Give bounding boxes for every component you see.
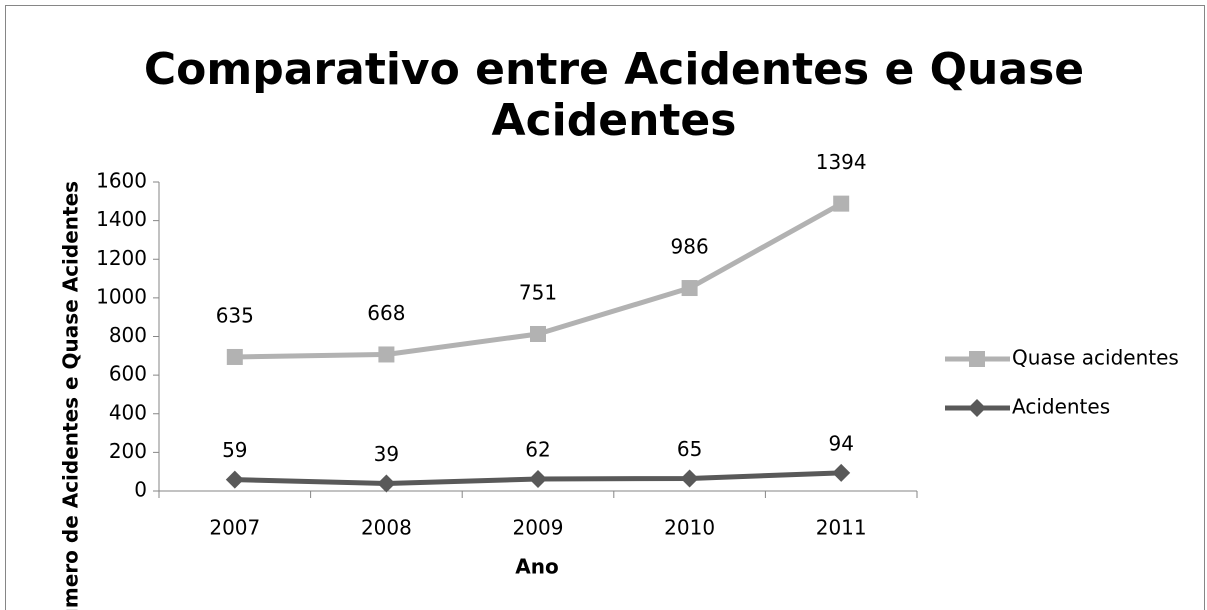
data-point xyxy=(832,463,851,482)
data-label: 668 xyxy=(367,301,405,325)
y-tick-label: 1400 xyxy=(96,207,147,231)
data-label: 751 xyxy=(519,280,557,304)
y-tick-label: 600 xyxy=(109,362,147,386)
y-tick-label: 1600 xyxy=(96,169,147,193)
legend-marker xyxy=(968,399,986,417)
data-point xyxy=(680,469,699,488)
legend-label: Acidentes xyxy=(1012,395,1110,419)
x-tick-label: 2007 xyxy=(209,516,260,540)
data-label: 59 xyxy=(222,438,247,462)
y-tick-label: 0 xyxy=(134,478,147,502)
data-label: 62 xyxy=(525,438,550,462)
x-tick-label: 2010 xyxy=(664,516,715,540)
data-label: 94 xyxy=(828,431,853,455)
data-point xyxy=(681,280,698,297)
legend-marker xyxy=(969,351,985,367)
data-label: 635 xyxy=(216,303,254,327)
x-tick-label: 2008 xyxy=(361,516,412,540)
y-tick-label: 1000 xyxy=(96,284,147,308)
data-label: 986 xyxy=(671,235,709,259)
data-point xyxy=(226,348,243,365)
data-point xyxy=(378,346,395,363)
data-label: 65 xyxy=(677,437,702,461)
legend-label: Quase acidentes xyxy=(1012,346,1179,370)
chart-title: Comparativo entre Acidentes e Quase Acide… xyxy=(144,44,1084,146)
y-axis-label: Número de Acidentes e Quase Acidentes xyxy=(59,181,83,610)
chart-border xyxy=(5,5,1205,610)
data-point xyxy=(377,474,396,493)
data-label: 1394 xyxy=(816,150,867,174)
x-tick-label: 2011 xyxy=(816,516,867,540)
x-tick-label: 2009 xyxy=(513,516,564,540)
y-tick-label: 200 xyxy=(109,439,147,463)
data-point xyxy=(530,325,546,342)
x-axis-label: Ano xyxy=(515,555,558,579)
y-tick-label: 1200 xyxy=(96,246,147,270)
y-tick-label: 800 xyxy=(109,323,147,347)
data-point xyxy=(225,470,244,489)
data-label: 39 xyxy=(374,442,399,466)
data-point xyxy=(529,470,547,489)
data-point xyxy=(833,195,850,212)
y-tick-label: 400 xyxy=(109,400,147,424)
